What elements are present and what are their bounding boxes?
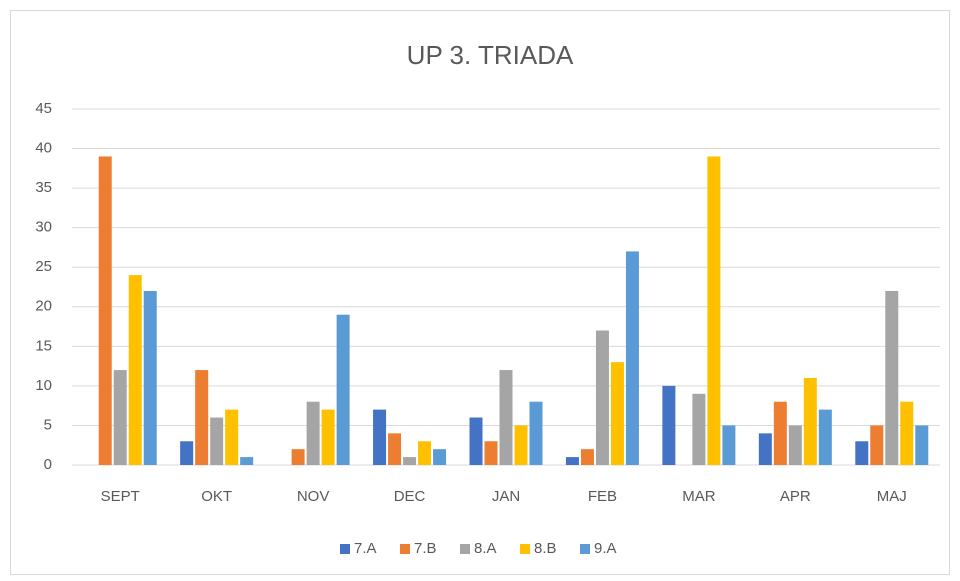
bar [758,433,772,465]
bar [595,330,609,465]
bar [855,441,869,465]
x-tick-label: NOV [297,488,330,505]
y-tick-label: 20 [35,298,52,315]
bar [180,441,194,465]
bar [306,401,320,465]
legend-label: 8.B [534,540,557,557]
y-tick-label: 15 [35,337,52,354]
legend-swatch [340,544,350,554]
x-tick-label: MAR [682,488,716,505]
bar [610,362,624,465]
y-tick-label: 30 [35,219,52,236]
bar [514,425,528,465]
bar [373,409,387,465]
legend-label: 9.A [594,540,617,557]
legend-swatch [580,544,590,554]
x-tick-label: MAJ [877,488,907,505]
bar [707,156,721,465]
y-tick-label: 45 [35,100,52,117]
bar [336,314,350,465]
x-tick-label: OKT [201,488,232,505]
y-tick-label: 5 [44,416,52,433]
x-tick-label: APR [780,488,811,505]
bar [388,433,402,465]
bar [469,417,483,465]
x-tick-label: FEB [588,488,617,505]
bar [529,401,543,465]
bar [225,409,239,465]
bar [433,449,447,465]
x-tick-label: SEPT [101,488,140,505]
bar [113,370,127,465]
bar [722,425,736,465]
bar [803,377,817,465]
bar [788,425,802,465]
x-tick-label: DEC [394,488,426,505]
bar [818,409,832,465]
bar [625,251,639,465]
x-tick-label: JAN [492,488,520,505]
bar [98,156,112,465]
legend-label: 7.A [354,540,377,557]
bar [915,425,929,465]
bar [128,275,142,465]
chart-title: UP 3. TRIADA [407,40,574,70]
bar [692,393,706,465]
chart-border [10,10,950,575]
bar [565,457,579,465]
bar [484,441,498,465]
legend-label: 7.B [414,540,437,557]
bar [885,290,899,465]
bar [321,409,335,465]
legend-swatch [520,544,530,554]
legend-swatch [460,544,470,554]
y-tick-label: 10 [35,377,52,394]
bar [580,449,594,465]
legend-label: 8.A [474,540,497,557]
bar [773,401,787,465]
bar [418,441,432,465]
bar [195,370,209,465]
bar [499,370,513,465]
bar [900,401,914,465]
bar [403,457,417,465]
legend-swatch [400,544,410,554]
bar [662,385,676,465]
y-tick-label: 0 [44,456,52,473]
bar [143,290,157,465]
bar [870,425,884,465]
y-tick-label: 35 [35,179,52,196]
bar [291,449,305,465]
y-tick-label: 25 [35,258,52,275]
y-tick-label: 40 [35,140,52,157]
bar [210,417,224,465]
bar [240,457,254,465]
